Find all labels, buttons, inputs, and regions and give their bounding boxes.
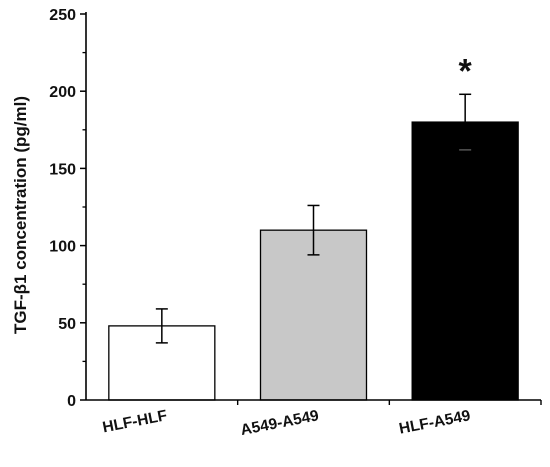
y-axis-title: TGF-β1 concentration (pg/ml) [11, 96, 30, 334]
y-tick-label: 150 [49, 161, 76, 178]
bars-group [108, 121, 519, 401]
x-tick-label-a549-a549: A549-A549 [239, 407, 320, 439]
bar-a549-a549 [259, 229, 368, 401]
bar-hlf-a549 [411, 121, 519, 401]
x-tick-label-hlf-a549: HLF-A549 [398, 407, 473, 438]
x-tick-label-hlf-hlf: HLF-HLF [101, 407, 168, 436]
y-axis: 0 50 100 150 200 250 [49, 7, 87, 410]
annotations-group: * [459, 52, 473, 90]
significance-marker: * [459, 52, 473, 90]
error-bars-group [155, 93, 472, 344]
y-tick-label: 200 [49, 84, 76, 101]
x-axis: HLF-HLF A549-A549 HLF-A549 [86, 399, 542, 439]
y-tick-label: 250 [49, 7, 76, 24]
y-tick-label: 50 [58, 316, 76, 333]
y-tick-label: 100 [49, 239, 76, 256]
y-tick-label: 0 [67, 393, 76, 410]
